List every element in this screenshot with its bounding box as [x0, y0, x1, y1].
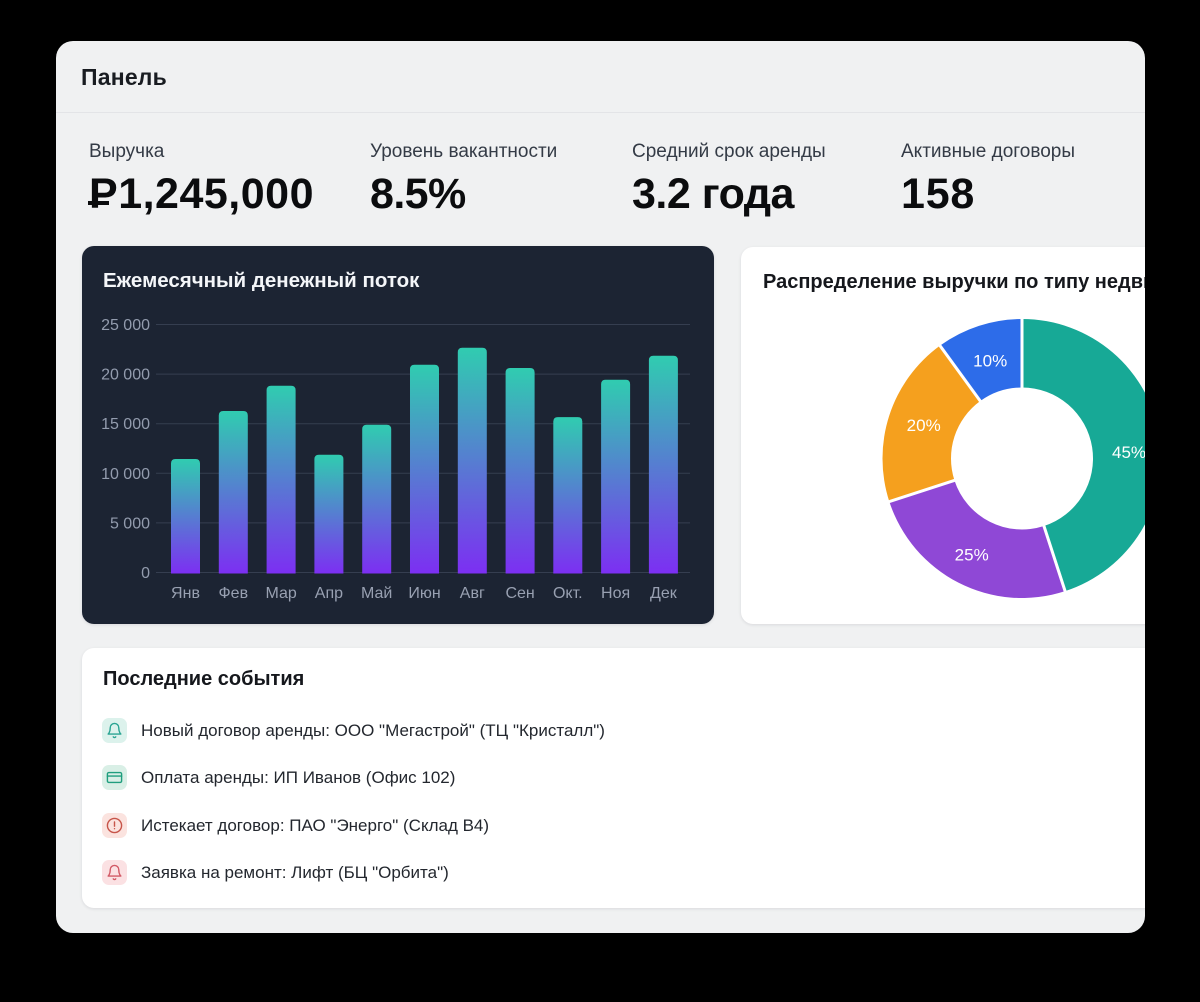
svg-text:Авг: Авг	[460, 585, 485, 602]
svg-text:25%: 25%	[955, 545, 989, 564]
svg-text:15 000: 15 000	[101, 416, 150, 433]
svg-text:Янв: Янв	[171, 585, 200, 602]
svg-text:10 000: 10 000	[101, 466, 150, 483]
svg-text:Ноя: Ноя	[601, 585, 630, 602]
svg-text:Сен: Сен	[505, 585, 534, 602]
svg-text:10%: 10%	[973, 351, 1007, 370]
svg-text:Фев: Фев	[219, 585, 249, 602]
svg-text:20%: 20%	[907, 416, 941, 435]
svg-text:Май: Май	[361, 585, 392, 602]
svg-text:0: 0	[141, 565, 150, 582]
svg-text:Мар: Мар	[265, 585, 296, 602]
svg-text:Апр: Апр	[315, 585, 343, 602]
svg-text:Июн: Июн	[408, 585, 440, 602]
svg-text:20 000: 20 000	[101, 367, 150, 384]
svg-text:Дек: Дек	[650, 585, 678, 602]
svg-text:25 000: 25 000	[101, 317, 150, 334]
svg-text:Окт.: Окт.	[553, 585, 583, 602]
svg-text:45%: 45%	[1112, 443, 1145, 462]
svg-text:5 000: 5 000	[110, 515, 150, 532]
